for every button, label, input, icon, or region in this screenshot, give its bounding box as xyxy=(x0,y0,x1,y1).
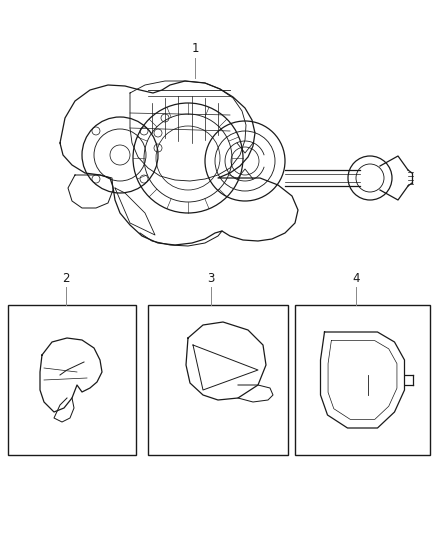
Text: 2: 2 xyxy=(62,272,69,285)
Bar xyxy=(148,305,288,455)
Bar xyxy=(295,305,430,455)
Bar xyxy=(8,305,136,455)
Text: 4: 4 xyxy=(352,272,360,285)
Text: 1: 1 xyxy=(191,42,199,55)
Text: 3: 3 xyxy=(207,272,215,285)
